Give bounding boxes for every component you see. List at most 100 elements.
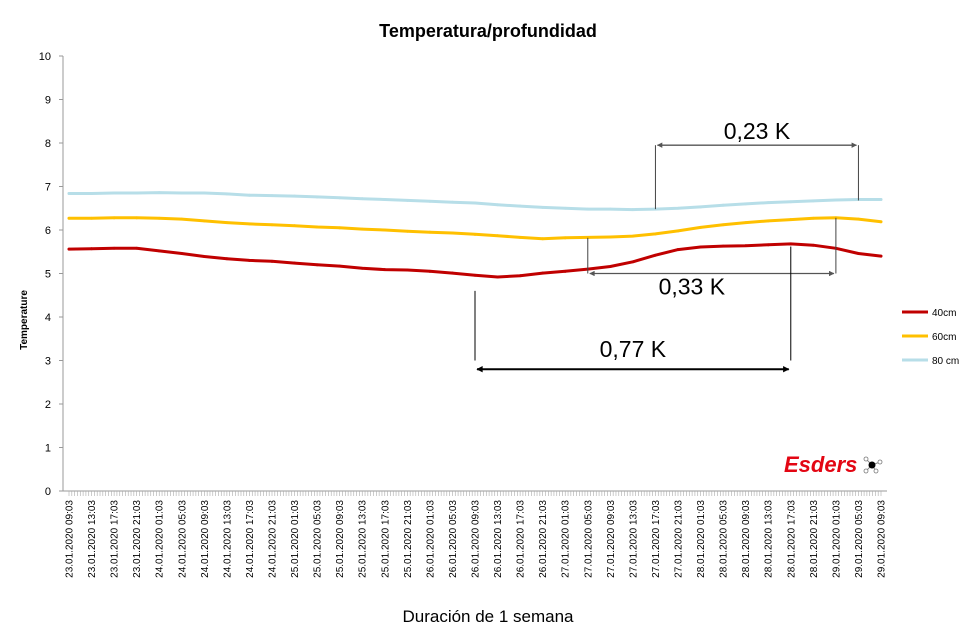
annotation-label: 0,33 K <box>659 274 726 300</box>
data-point <box>383 268 387 271</box>
data-point <box>766 219 770 223</box>
data-point <box>112 246 116 250</box>
x-tick-label: 25.01.2020 13:03 <box>358 500 369 578</box>
plot-series <box>67 191 883 279</box>
data-point <box>541 237 545 241</box>
data-point <box>315 195 319 199</box>
y-axis-label: Temperature <box>19 290 30 350</box>
data-point <box>338 264 342 268</box>
data-point <box>67 247 71 251</box>
esders-logo-text: Esders <box>784 452 857 477</box>
data-point <box>676 248 680 251</box>
data-point <box>789 218 793 221</box>
x-tick-label: 24.01.2020 21:03 <box>268 500 279 578</box>
annotation-label: 0,23 K <box>724 118 791 144</box>
y-axis: 0 1 2 3 4 5 6 7 8 9 10 <box>39 51 64 498</box>
legend-label: 60cm <box>932 332 956 343</box>
data-point <box>608 265 612 268</box>
data-point <box>248 193 251 197</box>
data-point <box>473 273 477 277</box>
x-tick-label: 24.01.2020 05:03 <box>177 500 188 578</box>
legend-label: 40cm <box>932 308 956 319</box>
data-point <box>541 271 545 275</box>
data-point <box>157 216 161 220</box>
data-point <box>293 194 296 198</box>
data-point <box>496 275 499 279</box>
data-point <box>135 191 139 195</box>
data-point <box>473 232 477 236</box>
data-point <box>112 216 116 220</box>
x-tick-label: 23.01.2020 13:03 <box>87 500 98 578</box>
data-point <box>225 257 229 261</box>
x-tick-label: 27.01.2020 13:03 <box>628 500 639 578</box>
data-point <box>360 227 364 231</box>
data-point <box>744 221 748 225</box>
chart-title: Temperatura/profundidad <box>379 21 597 41</box>
data-point <box>428 199 432 203</box>
data-point <box>338 226 342 230</box>
x-tick-label: 28.01.2020 13:03 <box>764 500 775 578</box>
data-point <box>766 243 770 247</box>
x-tick-label: 26.01.2020 13:03 <box>493 500 504 578</box>
data-point <box>518 235 522 239</box>
data-point <box>270 259 274 263</box>
data-point <box>518 274 522 278</box>
data-point <box>496 203 499 207</box>
data-point <box>383 198 387 201</box>
data-point <box>360 266 364 270</box>
data-point <box>541 205 545 209</box>
data-point <box>90 192 93 195</box>
data-point <box>563 236 567 240</box>
x-tick-label: 24.01.2020 09:03 <box>200 500 211 578</box>
data-point <box>180 252 184 255</box>
data-point <box>225 192 229 196</box>
data-point <box>811 216 815 220</box>
x-tick-label: 25.01.2020 17:03 <box>380 500 391 578</box>
data-point <box>202 219 206 223</box>
x-tick-label: 27.01.2020 01:03 <box>561 500 572 578</box>
data-point <box>428 269 432 273</box>
data-point <box>608 207 612 211</box>
data-point <box>405 268 409 272</box>
data-point <box>721 223 725 227</box>
data-point <box>676 206 680 210</box>
legend-label: 80 cm <box>932 356 959 367</box>
data-point <box>608 235 612 239</box>
data-point <box>699 205 702 209</box>
y-tick-label: 4 <box>45 312 51 324</box>
data-point <box>699 245 702 249</box>
data-point <box>112 191 116 195</box>
x-tick-label: 25.01.2020 21:03 <box>403 500 414 578</box>
x-tick-label: 25.01.2020 01:03 <box>290 500 301 578</box>
data-point <box>293 224 296 228</box>
data-point <box>248 259 251 262</box>
x-tick-label: 24.01.2020 01:03 <box>155 500 166 578</box>
data-point <box>631 260 635 264</box>
data-point <box>180 217 184 221</box>
data-point <box>270 194 274 198</box>
x-tick-label: 27.01.2020 17:03 <box>651 500 662 578</box>
x-tick-label: 26.01.2020 21:03 <box>538 500 549 578</box>
y-tick-label: 3 <box>45 356 51 368</box>
x-tick-label: 26.01.2020 05:03 <box>448 500 459 578</box>
data-point <box>789 242 793 246</box>
data-point <box>180 191 184 195</box>
data-point <box>744 202 748 206</box>
y-tick-label: 10 <box>39 51 51 63</box>
data-point <box>451 271 454 275</box>
data-point <box>135 246 139 250</box>
x-tick-label: 28.01.2020 05:03 <box>719 500 730 578</box>
data-point <box>157 249 161 253</box>
data-point <box>315 263 319 267</box>
data-point <box>90 216 93 220</box>
x-tick-label: 25.01.2020 09:03 <box>335 500 346 578</box>
data-point <box>789 200 793 204</box>
data-point <box>202 255 206 258</box>
x-tick-label: 24.01.2020 13:03 <box>222 500 233 578</box>
data-point <box>699 225 702 229</box>
data-point <box>428 230 432 234</box>
data-point <box>857 252 860 255</box>
annotation-label: 0,77 K <box>600 336 667 362</box>
